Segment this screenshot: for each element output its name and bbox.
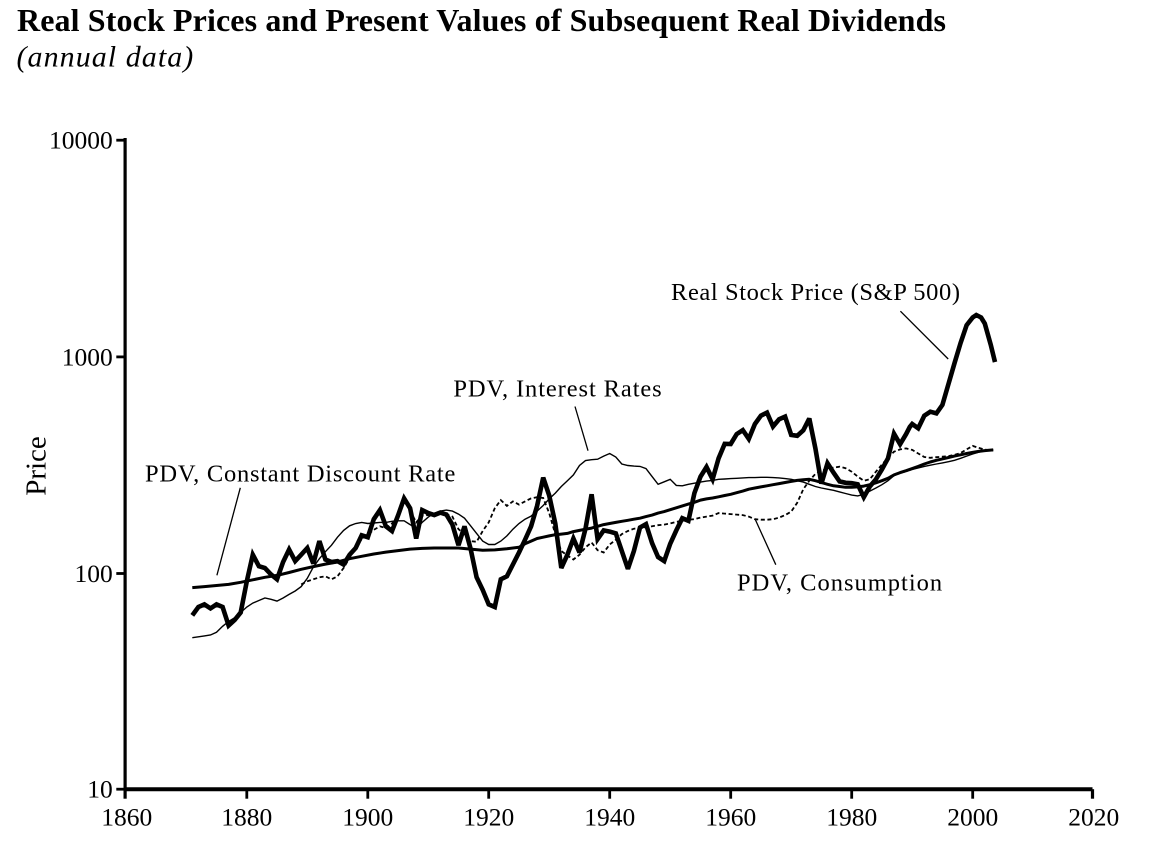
svg-text:2000: 2000	[947, 803, 998, 832]
svg-text:2020: 2020	[1068, 803, 1119, 832]
svg-text:Real Stock Prices and Present: Real Stock Prices and Present Values of …	[17, 2, 946, 38]
svg-text:(annual data): (annual data)	[17, 41, 195, 74]
svg-text:1860: 1860	[101, 803, 152, 832]
svg-text:1940: 1940	[584, 803, 635, 832]
svg-text:Real Stock Price (S&P 500): Real Stock Price (S&P 500)	[671, 279, 961, 306]
svg-text:PDV, Constant Discount Rate: PDV, Constant Discount Rate	[145, 461, 456, 488]
svg-text:1880: 1880	[221, 803, 272, 832]
svg-text:1980: 1980	[826, 803, 877, 832]
svg-text:1000: 1000	[62, 342, 113, 371]
svg-text:PDV, Interest Rates: PDV, Interest Rates	[453, 376, 662, 403]
svg-text:100: 100	[75, 559, 113, 588]
svg-text:10000: 10000	[49, 126, 113, 155]
svg-text:1900: 1900	[342, 803, 393, 832]
svg-text:1960: 1960	[705, 803, 756, 832]
svg-text:1920: 1920	[463, 803, 514, 832]
svg-text:Price: Price	[21, 436, 53, 496]
svg-text:10: 10	[87, 775, 113, 804]
svg-text:PDV, Consumption: PDV, Consumption	[737, 570, 943, 597]
